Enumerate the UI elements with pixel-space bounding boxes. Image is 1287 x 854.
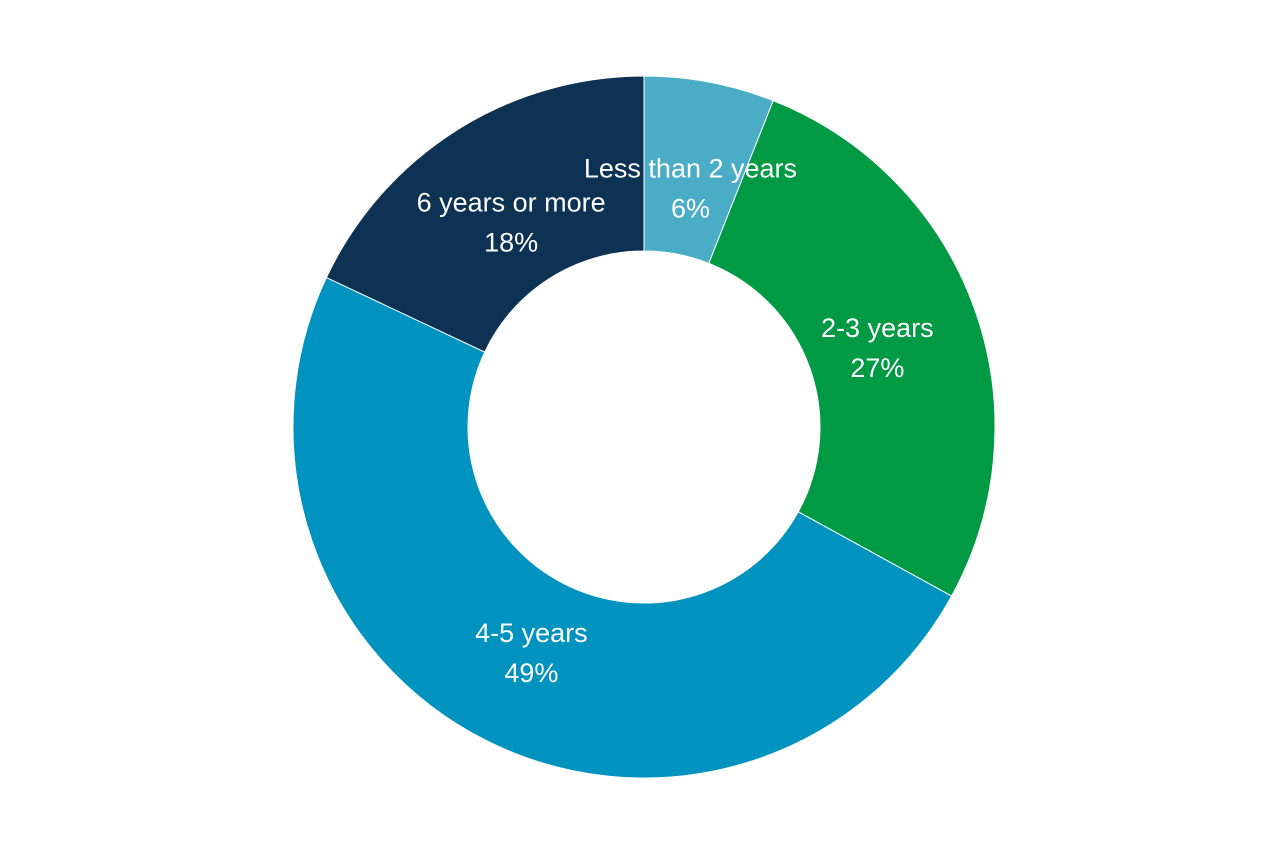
slice-value-2-3-years: 27% xyxy=(850,353,904,383)
slice-label-4-5-years: 4-5 years xyxy=(475,618,588,648)
slice-2-3-years xyxy=(708,99,996,597)
slice-value-4-5-years: 49% xyxy=(504,658,558,688)
labels-group: Less than 2 years 6% 2-3 years 27% 4-5 years… xyxy=(417,153,934,688)
slice-value-less-than-2-years: 6% xyxy=(671,193,710,223)
slice-4-5-years xyxy=(292,276,953,779)
slices-group xyxy=(292,75,996,779)
slice-label-2-3-years: 2-3 years xyxy=(821,313,934,343)
slice-6-years-or-more xyxy=(325,75,645,353)
slice-label-less-than-2-years: Less than 2 years xyxy=(584,153,797,183)
slice-value-6-years-or-more: 18% xyxy=(484,228,538,258)
slice-label-6-years-or-more: 6 years or more xyxy=(417,188,606,218)
